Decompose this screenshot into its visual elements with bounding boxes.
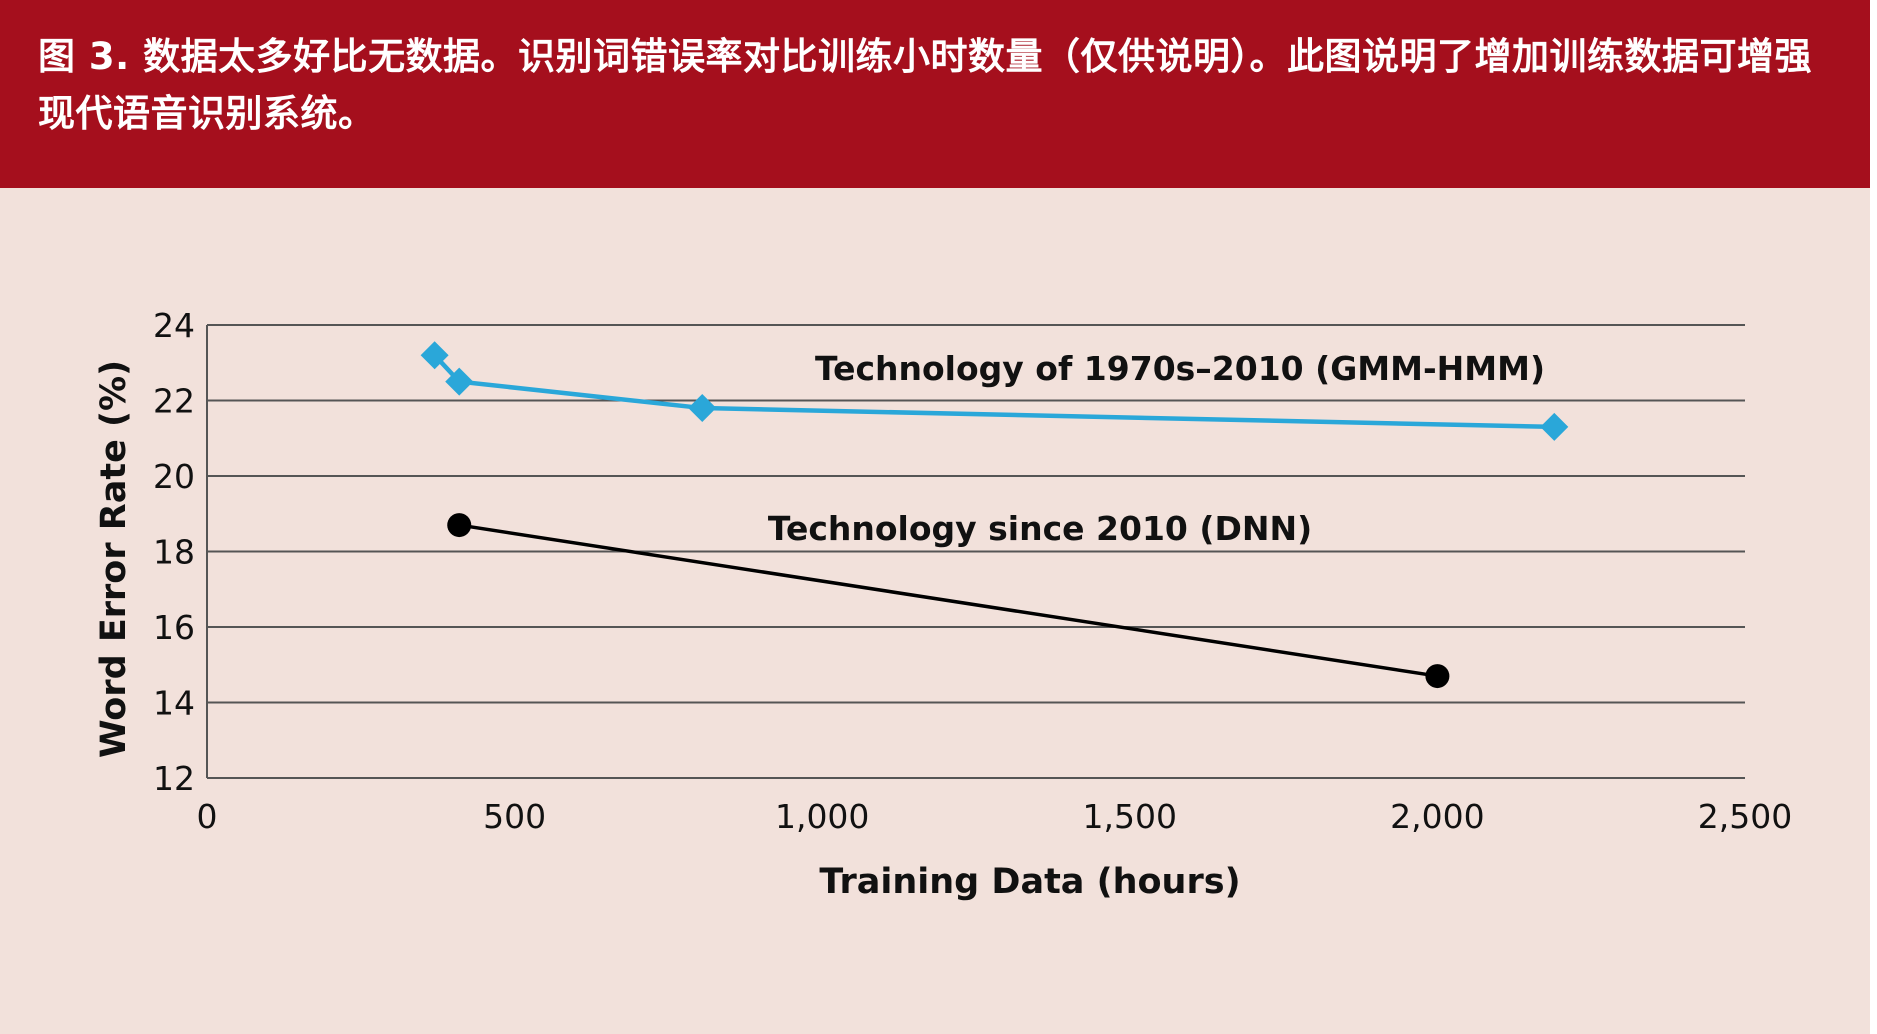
chart-panel: 12 14 16 18 20 22 24 0 500 1,000 1,500 2,000 2,500 T…	[0, 188, 1870, 1034]
gmm-hmm-point	[688, 394, 717, 423]
x-tick-label: 2,500	[1698, 797, 1792, 836]
series-line-gmm-hmm	[432, 353, 1555, 430]
x-tick-label: 500	[483, 797, 546, 836]
dnn-point	[1425, 664, 1450, 689]
gmm-hmm-point	[1540, 412, 1569, 441]
series-label-dnn: Technology since 2010 (DNN)	[768, 509, 1312, 548]
x-axis-title: Training Data (hours)	[819, 862, 1240, 902]
x-tick-label: 1,500	[1083, 797, 1177, 836]
x-tick-label: 1,000	[775, 797, 869, 836]
y-tick-label: 14	[153, 684, 195, 723]
axes: 12 14 16 18 20 22 24 0 500 1,000 1,500 2,000 2,500	[153, 306, 1792, 836]
y-tick-label: 18	[153, 533, 195, 572]
series	[420, 341, 1569, 689]
y-axis-title: Word Error Rate (%)	[94, 360, 134, 758]
x-tick-label: 2,000	[1390, 797, 1484, 836]
y-tick-label: 20	[153, 457, 195, 496]
series-line-dnn	[458, 523, 1438, 678]
series-label-gmm-hmm: Technology of 1970s–2010 (GMM-HMM)	[815, 349, 1545, 388]
gmm-hmm-point	[420, 341, 449, 370]
caption-banner: 图 3. 数据太多好比无数据。识别词错误率对比训练小时数量（仅供说明）。此图说明…	[0, 0, 1870, 188]
dnn-point	[447, 513, 472, 538]
gmm-hmm-point	[445, 367, 474, 396]
gridlines	[207, 324, 1745, 779]
y-tick-label: 12	[153, 759, 195, 798]
line-chart: 12 14 16 18 20 22 24 0 500 1,000 1,500 2,000 2,500 T…	[94, 306, 1792, 902]
y-tick-label: 24	[153, 306, 195, 345]
labels: Training Data (hours) Word Error Rate (%…	[94, 349, 1545, 902]
y-tick-label: 22	[153, 382, 195, 421]
y-tick-label: 16	[153, 608, 195, 647]
figure-caption: 图 3. 数据太多好比无数据。识别词错误率对比训练小时数量（仅供说明）。此图说明…	[38, 35, 1813, 135]
x-tick-label: 0	[197, 797, 218, 836]
